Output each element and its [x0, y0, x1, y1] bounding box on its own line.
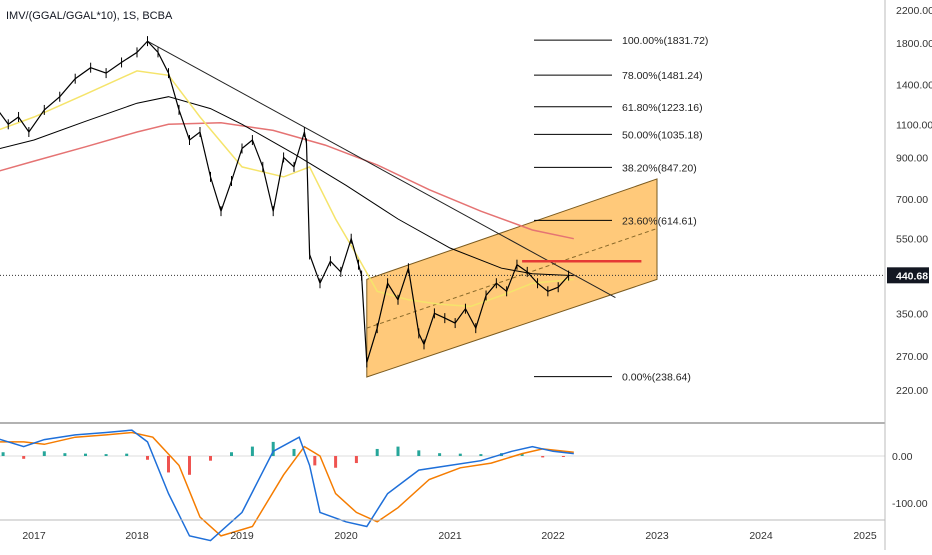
fib-layer: 100.00%(1831.72) 78.00%(1481.24) 61.80%(12… — [534, 35, 708, 384]
ema-short-line — [0, 70, 574, 308]
time-tick-label: 2020 — [334, 530, 358, 542]
macd-histogram-bar — [396, 446, 400, 456]
macd-histogram-bar — [146, 456, 149, 460]
time-tick-label: 2025 — [853, 530, 877, 542]
price-line — [0, 40, 570, 363]
macd-line — [0, 429, 574, 542]
macd-histogram-bar — [292, 448, 296, 456]
macd-histogram-bar — [561, 456, 565, 457]
fib-level-label: 0.00%(238.64) — [622, 372, 691, 384]
macd-histogram-bar — [438, 453, 442, 456]
macd-histogram-bar — [125, 453, 129, 456]
price-tick-label: 270.00 — [896, 351, 928, 363]
fib-level-label: 50.00%(1035.18) — [622, 129, 703, 141]
price-tick-label: 700.00 — [896, 194, 928, 206]
ema-long-line — [0, 122, 574, 240]
fib-level-label: 61.80%(1223.16) — [622, 102, 703, 114]
time-tick-label: 2022 — [541, 530, 565, 542]
macd-histogram-bar — [167, 456, 170, 473]
price-tick-label: 1400.00 — [896, 79, 932, 91]
price-tick-label: 550.00 — [896, 234, 928, 246]
price-tick-label: 350.00 — [896, 308, 928, 320]
macd-histogram-bar — [84, 453, 87, 456]
macd-tick-label: -100.00 — [892, 498, 928, 510]
time-tick-label: 2021 — [438, 530, 462, 542]
macd-histogram-bar — [458, 453, 462, 456]
current-price-label: 440.68 — [896, 270, 928, 282]
ema-mid-line — [0, 96, 574, 277]
macd-signal-line — [0, 431, 574, 537]
macd-histogram-bar — [520, 453, 524, 456]
macd-histogram-bar — [417, 450, 421, 456]
macd-histogram-bar — [209, 456, 212, 461]
macd-tick-label: 0.00 — [892, 451, 913, 463]
fib-level-label: 78.00%(1481.24) — [622, 70, 703, 82]
lines-layer — [0, 40, 885, 308]
current-price-badge — [887, 267, 929, 284]
fib-level-label: 100.00%(1831.72) — [622, 35, 708, 47]
macd-histogram-bar — [63, 453, 67, 456]
macd-histogram-bar — [354, 456, 358, 464]
time-tick-label: 2018 — [125, 530, 149, 542]
macd-histogram-bar — [271, 441, 275, 456]
macd-histogram-bar — [334, 456, 338, 468]
time-tick-label: 2019 — [230, 530, 254, 542]
downtrend-line — [147, 40, 616, 299]
macd-histogram-bar — [1, 452, 5, 456]
macd-histogram-bar — [104, 454, 108, 456]
time-tick-label: 2024 — [749, 530, 773, 542]
price-tick-label: 1100.00 — [896, 119, 932, 131]
price-tick-label: 900.00 — [896, 152, 928, 164]
macd-histogram-bar — [479, 454, 483, 456]
price-tick-label: 1800.00 — [896, 38, 932, 50]
macd-histogram-bar — [188, 456, 191, 475]
price-tick-label: 2200.00 — [896, 5, 932, 17]
time-tick-label: 2017 — [22, 530, 46, 542]
macd-histogram-bar — [375, 448, 379, 456]
macd-layer — [0, 429, 885, 542]
macd-histogram-bar — [230, 452, 233, 456]
axes-layer: 2200.00 1800.00 1400.00 1100.00 900.00 700.00… — [22, 5, 932, 542]
price-layer — [0, 36, 570, 368]
macd-histogram-bar — [22, 456, 26, 459]
time-tick-label: 2023 — [645, 530, 669, 542]
macd-histogram-bar — [250, 446, 254, 456]
fib-level-label: 38.20%(847.20) — [622, 162, 697, 174]
price-tick-label: 220.00 — [896, 385, 928, 397]
symbol-title: IMV/(GGAL/GGAL*10), 1S, BCBA — [6, 10, 173, 22]
fib-level-label: 23.60%(614.61) — [622, 215, 697, 227]
macd-histogram-bar — [313, 456, 317, 466]
macd-histogram-bar — [541, 456, 545, 458]
macd-histogram-bar — [42, 451, 46, 456]
